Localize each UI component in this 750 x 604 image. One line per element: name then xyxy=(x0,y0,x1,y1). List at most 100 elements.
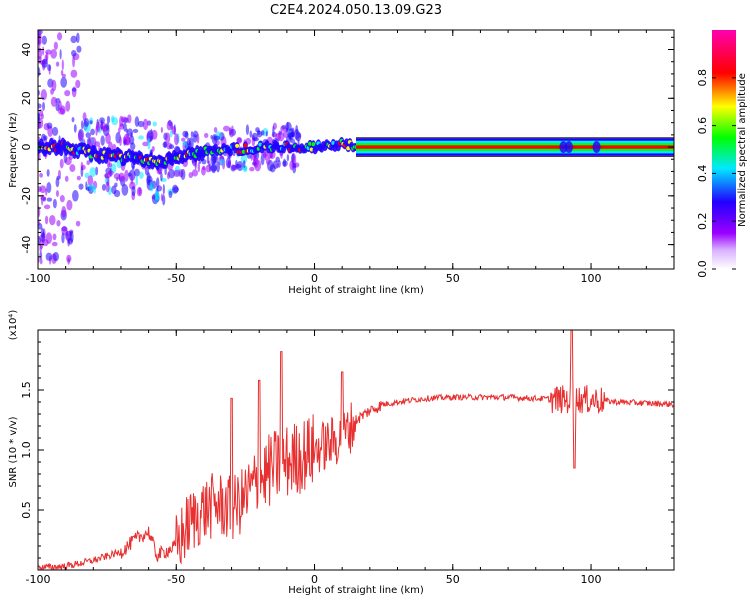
spectrogram-cell xyxy=(47,64,52,72)
x-tick-label: 50 xyxy=(446,272,460,285)
spectrogram-cell xyxy=(81,120,84,130)
spectrogram-cell xyxy=(70,69,78,78)
spectrogram-cell xyxy=(119,136,122,146)
spectrogram-cell xyxy=(222,125,230,132)
spectrogram-cell xyxy=(100,135,105,146)
spectrogram-cell xyxy=(131,185,136,197)
spectrogram-cell xyxy=(57,107,65,115)
spectrogram-cell xyxy=(243,143,248,148)
spectrogram-cell xyxy=(263,150,268,159)
spectrogram-x-label: Height of straight line (km) xyxy=(288,285,424,296)
snr-panel: -100 -50 0 50 100 0.5 1.0 1.5 Height of straigh… xyxy=(8,310,675,596)
spectrogram-cell xyxy=(142,141,149,147)
spectrogram-cell xyxy=(50,88,54,95)
spectrogram-cell xyxy=(85,132,92,138)
spectrogram-cell xyxy=(38,206,41,218)
x-tick-label: 0 xyxy=(311,272,318,285)
spectrogram-cell xyxy=(165,132,171,144)
spectrogram-cell xyxy=(78,183,84,190)
spectrogram-cell xyxy=(55,189,59,198)
spectrogram-cell xyxy=(101,183,107,191)
y-tick-label: 0.5 xyxy=(20,501,33,519)
spectrogram-cell xyxy=(213,126,218,133)
spectrogram-cell xyxy=(65,100,71,112)
spectrogram-cell xyxy=(51,79,57,92)
spectrogram-cell xyxy=(149,180,154,192)
spectrogram-cell xyxy=(152,121,157,127)
spectrogram-cell xyxy=(188,172,193,179)
colorbar-tick-label: 0.0 xyxy=(696,260,709,278)
spectrogram-cell xyxy=(277,131,285,142)
spectrogram-cell xyxy=(108,162,113,168)
spectrogram-cell xyxy=(138,171,144,179)
spectrogram-cell xyxy=(147,137,151,150)
colorbar-ticks: 0.0 0.2 0.4 0.6 0.8 xyxy=(696,69,736,278)
spectrogram-cell xyxy=(564,141,573,154)
spectrogram-cell xyxy=(56,220,61,227)
snr-y-multiplier: (x10⁴) xyxy=(8,310,19,341)
spectrogram-cell xyxy=(52,251,60,262)
y-tick-label: 1.0 xyxy=(20,441,33,459)
spectrogram-cell xyxy=(249,130,253,138)
snr-line-layer xyxy=(38,330,674,570)
spectrogram-cell xyxy=(204,132,209,139)
spectrogram-cell xyxy=(40,89,47,101)
spectrogram-cell xyxy=(64,175,69,182)
spectrogram-cell xyxy=(205,164,211,173)
spectrogram-cell xyxy=(73,124,77,133)
spectrogram-cell xyxy=(40,196,47,201)
spectrogram-cell xyxy=(228,158,231,169)
spectrogram-cell xyxy=(76,175,81,181)
spectrogram-cell xyxy=(50,48,58,59)
spectrogram-cell xyxy=(59,49,62,60)
colorbar-tick-label: 0.4 xyxy=(696,165,709,183)
y-tick-label: 1.5 xyxy=(20,381,33,399)
snr-plot-area xyxy=(38,330,674,570)
spectrogram-cell xyxy=(38,220,41,226)
spectrogram-cell xyxy=(252,137,260,142)
spectrogram-cell xyxy=(91,138,94,144)
spectrogram-cell xyxy=(311,142,316,147)
spectrogram-cell xyxy=(45,252,53,261)
spectrogram-cell xyxy=(130,173,134,185)
spectrogram-cell xyxy=(180,168,186,181)
spectrogram-cell xyxy=(173,169,181,178)
spectrogram-cell xyxy=(142,118,149,131)
spectrogram-cell xyxy=(105,181,110,193)
spectrogram-cell xyxy=(57,169,61,178)
spectrogram-cell xyxy=(78,130,83,142)
colorbar-label: Normalized spectral amplitude xyxy=(737,73,748,227)
spectrogram-cell xyxy=(100,119,103,130)
spectrogram-cell xyxy=(39,185,47,194)
x-tick-label: -100 xyxy=(26,272,51,285)
spectrogram-cell xyxy=(55,177,60,188)
spectrogram-cell xyxy=(182,130,189,138)
spectrogram-cell xyxy=(45,49,52,55)
spectrogram-cell xyxy=(59,158,64,169)
spectrogram-cell xyxy=(135,174,138,186)
spectrogram-cell xyxy=(235,143,240,148)
spectrogram-cell xyxy=(89,167,97,178)
spectrogram-cell xyxy=(64,89,71,97)
spectrogram-cell xyxy=(162,141,168,148)
spectrogram-cell xyxy=(202,165,206,171)
y-tick-label: 0 xyxy=(20,144,33,151)
x-tick-label: 50 xyxy=(446,573,460,586)
spectrogram-cell xyxy=(137,120,145,128)
spectrogram-cell xyxy=(71,116,75,123)
spectrogram-cell xyxy=(138,135,144,140)
spectrogram-cell xyxy=(61,59,64,71)
spectrogram-band xyxy=(356,145,674,149)
spectrogram-cell xyxy=(120,116,128,123)
x-tick-label: 0 xyxy=(311,573,318,586)
spectrogram-cell xyxy=(127,114,132,124)
spectrogram-cell xyxy=(136,186,143,197)
spectrogram-cell xyxy=(559,141,568,154)
spectrogram-cell xyxy=(280,125,286,132)
spectrogram-panel: -100 -50 0 50 100 -40 -20 0 20 40 Height of strai… xyxy=(8,29,675,296)
spectrogram-cell xyxy=(104,172,109,179)
spectrogram-cell xyxy=(113,172,121,180)
spectrogram-cell xyxy=(186,137,191,146)
spectrogram-cell xyxy=(41,232,46,243)
